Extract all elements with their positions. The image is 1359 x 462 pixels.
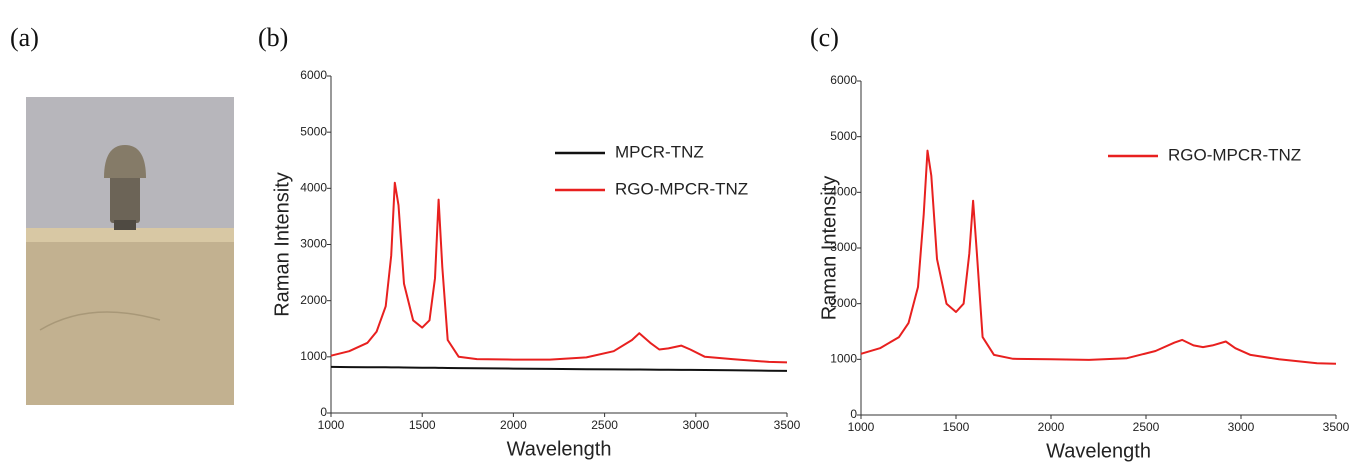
bolt-head — [104, 145, 146, 178]
x-tick-label: 3500 — [1323, 420, 1350, 434]
photo — [26, 97, 234, 405]
y-tick-label: 0 — [850, 407, 857, 421]
series-line — [860, 149, 1337, 365]
bolt-body — [110, 175, 140, 223]
legend-label: RGO-MPCR-TNZ — [1168, 145, 1301, 164]
legend-label: MPCR-TNZ — [615, 142, 704, 161]
y-tick-label: 1000 — [830, 352, 857, 366]
x-axis-label: Wavelength — [507, 438, 612, 460]
x-axis-label: Wavelength — [1046, 440, 1151, 462]
y-tick-label: 2000 — [830, 296, 857, 310]
y-tick-label: 3000 — [830, 240, 857, 254]
x-tick-label: 1500 — [409, 418, 436, 432]
x-tick-label: 3500 — [774, 418, 801, 432]
y-tick-label: 1000 — [300, 349, 327, 363]
y-tick-label: 4000 — [300, 181, 327, 195]
legend-label: RGO-MPCR-TNZ — [615, 179, 748, 198]
x-tick-label: 1500 — [943, 420, 970, 434]
y-tick-label: 3000 — [300, 237, 327, 251]
y-axis-label: Raman Intensity — [818, 176, 840, 321]
y-axis-label: Raman Intensity — [271, 172, 293, 317]
panel-label: (c) — [810, 23, 839, 52]
x-tick-label: 1000 — [318, 418, 345, 432]
panel-label: (a) — [10, 23, 39, 52]
y-tick-label: 6000 — [300, 68, 327, 82]
panel-label: (b) — [258, 23, 288, 52]
y-tick-label: 2000 — [300, 293, 327, 307]
x-tick-label: 2000 — [500, 418, 527, 432]
x-tick-label: 1000 — [848, 420, 875, 434]
y-tick-label: 5000 — [830, 129, 857, 143]
y-tick-label: 0 — [320, 405, 327, 419]
x-tick-label: 2500 — [1133, 420, 1160, 434]
x-tick-label: 2000 — [1038, 420, 1065, 434]
photo-scratch — [39, 311, 161, 331]
bolt-base — [114, 220, 136, 230]
x-tick-label: 3000 — [682, 418, 709, 432]
y-tick-label: 4000 — [830, 185, 857, 199]
photo-edge — [26, 228, 234, 242]
series-line — [330, 365, 788, 372]
series-line — [330, 181, 788, 364]
x-tick-label: 2500 — [591, 418, 618, 432]
y-tick-label: 5000 — [300, 124, 327, 138]
y-tick-label: 6000 — [830, 73, 857, 87]
x-tick-label: 3000 — [1228, 420, 1255, 434]
